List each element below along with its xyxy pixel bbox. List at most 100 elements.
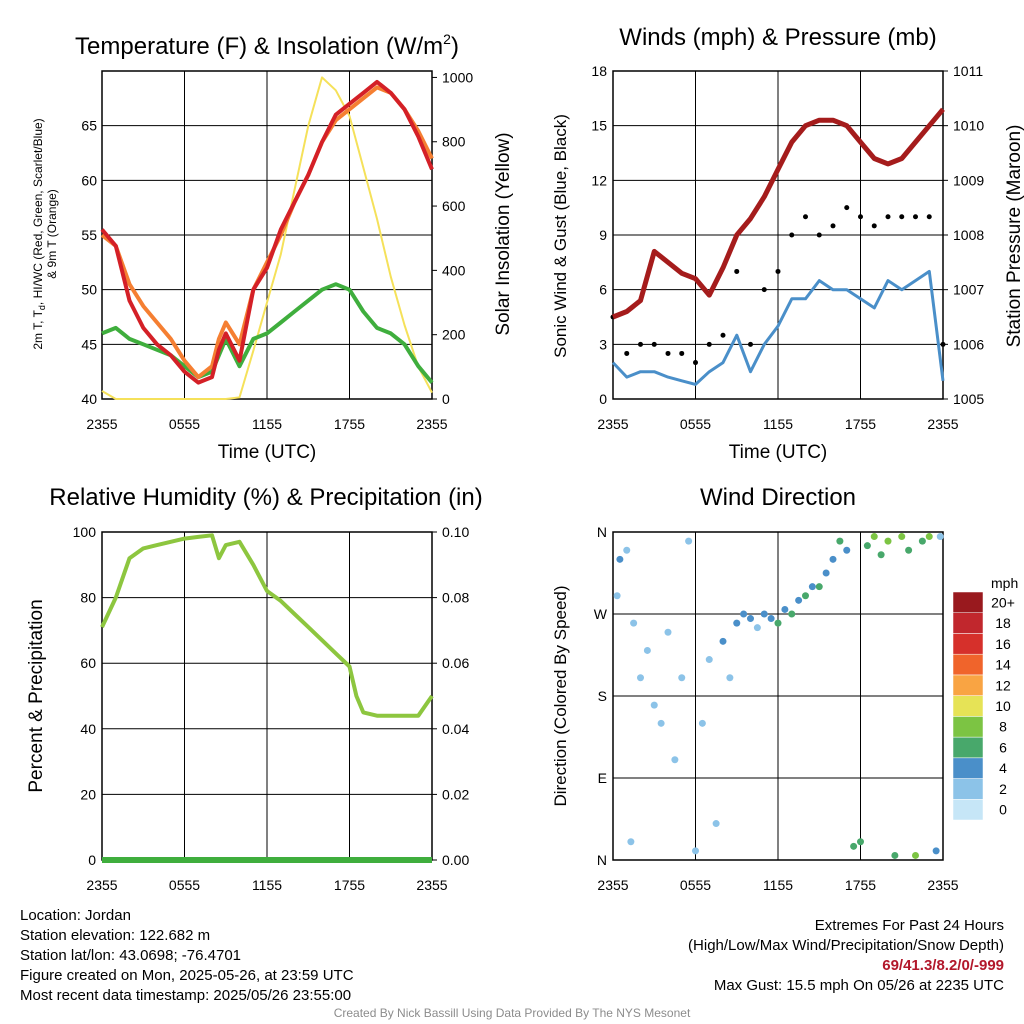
temp-ytick-label: 45 <box>81 336 97 352</box>
temp-ytick-label: 55 <box>81 227 97 243</box>
max-gust-text: Max Gust: 15.5 mph On 05/26 at 2235 UTC <box>713 977 1004 994</box>
extremes-subtitle: (High/Low/Max Wind/Precipitation/Snow De… <box>688 937 1004 954</box>
temp-ytick-right-label: 600 <box>442 198 466 214</box>
rh-ytick-right-label: 0.00 <box>442 852 469 868</box>
temp-ytick-label: 50 <box>81 282 97 298</box>
direction-point <box>753 624 761 632</box>
wind-xlabel: Time (UTC) <box>729 442 828 463</box>
colorbar-label: 10 <box>995 698 1011 714</box>
wind-ytick-right-label: 1007 <box>953 282 984 298</box>
rh-xtick-label: 2355 <box>86 877 117 893</box>
direction-point <box>698 719 706 727</box>
gust-point <box>940 341 946 347</box>
colorbar-label: 12 <box>995 677 1011 693</box>
wind-ytick-right-label: 1008 <box>953 227 984 243</box>
wind-xtick-label: 2355 <box>597 416 628 432</box>
direction-point <box>877 551 885 559</box>
rh-ytick-right-label: 0.02 <box>442 786 469 802</box>
wind-ytick-right-label: 1011 <box>953 63 983 79</box>
gust-point <box>789 232 795 238</box>
direction-point <box>788 610 796 618</box>
dir-xtick-label: 2355 <box>927 877 958 893</box>
elevation-text: Station elevation: 122.682 m <box>20 927 211 944</box>
temp-ylabel-left: 2m T, Td, HI/WC (Red, Green, Scarlet/Blu… <box>31 118 47 349</box>
direction-point <box>870 533 878 541</box>
direction-point <box>657 719 665 727</box>
colorbar-label: 4 <box>999 760 1007 776</box>
direction-point <box>912 851 919 859</box>
direction-point <box>891 851 899 859</box>
gust-point <box>693 360 698 366</box>
dir-plot-frame <box>612 531 944 861</box>
direction-point <box>664 628 672 636</box>
temp-xtick-label: 2355 <box>86 416 117 432</box>
temp-xtick-label: 0555 <box>169 416 200 432</box>
temp-ylabel-left-2: & 9m T (Orange) <box>45 189 59 279</box>
dir-xtick-label: 0555 <box>680 877 711 893</box>
direction-point <box>843 546 851 554</box>
colorbar-swatch <box>952 757 984 779</box>
colorbar-label: 20+ <box>991 594 1015 610</box>
rh-ytick-label: 20 <box>80 786 96 802</box>
direction-point <box>898 533 906 541</box>
colorbar-label: 16 <box>995 636 1011 652</box>
colorbar-label: 2 <box>999 781 1007 797</box>
colorbar-swatch <box>952 799 984 821</box>
temp-ytick-label: 60 <box>81 172 97 188</box>
dir-ytick-label: N <box>597 524 607 540</box>
colorbar-swatch <box>952 612 984 634</box>
gust-point <box>926 214 932 220</box>
direction-point <box>733 619 741 627</box>
direction-point <box>719 637 727 645</box>
direction-point <box>705 656 713 664</box>
direction-point <box>850 842 858 850</box>
direction-point <box>671 756 679 764</box>
temp-xlabel: Time (UTC) <box>218 442 317 463</box>
direction-point <box>627 838 635 846</box>
direction-point <box>740 610 748 618</box>
rh-ytick-right-label: 0.08 <box>442 590 469 606</box>
rh-panel-title: Relative Humidity (%) & Precipitation (i… <box>49 484 482 511</box>
direction-point <box>678 674 686 682</box>
direction-point <box>905 546 913 554</box>
dir-ytick-label: W <box>594 606 608 622</box>
direction-point <box>815 583 823 591</box>
temp-ytick-label: 65 <box>81 118 97 134</box>
direction-point <box>925 533 933 541</box>
rh-ylabel-left: Percent & Precipitation <box>26 599 47 792</box>
wind-ytick-label: 0 <box>599 391 607 407</box>
gust-point <box>803 214 808 220</box>
wind-ytick-label: 3 <box>599 336 607 352</box>
direction-point <box>637 674 644 682</box>
temp-ylabel-right: Solar Insolation (Yellow) <box>493 132 514 335</box>
wind-xtick-label: 0555 <box>680 416 711 432</box>
direction-point <box>863 542 871 550</box>
recent-text: Most recent data timestamp: 2025/05/26 2… <box>20 987 352 1004</box>
gust-point <box>734 268 740 274</box>
colorbar-swatch <box>952 591 984 613</box>
temp-xtick-label: 1755 <box>334 416 365 432</box>
gust-point <box>665 350 671 356</box>
wind-ytick-label: 9 <box>599 227 607 243</box>
direction-point <box>836 537 844 545</box>
gust-point <box>775 268 781 274</box>
created-text: Figure created on Mon, 2025-05-26, at 23… <box>20 967 354 984</box>
gust-point <box>761 287 767 293</box>
gust-point <box>720 332 726 338</box>
wind-ytick-right-label: 1005 <box>953 391 984 407</box>
colorbar-label: 6 <box>999 739 1007 755</box>
latlon-text: Station lat/lon: 43.0698; -76.4701 <box>20 947 242 964</box>
station-info: Location: Jordan Station elevation: 122.… <box>20 906 354 1006</box>
colorbar-swatch <box>952 736 984 759</box>
wind-xtick-label: 1755 <box>845 416 876 432</box>
direction-point <box>685 537 693 545</box>
direction-point <box>643 646 651 654</box>
wind-ytick-right-label: 1009 <box>953 172 984 188</box>
direction-point <box>936 533 944 541</box>
rh-xtick-label: 1155 <box>252 877 282 893</box>
wind-ytick-label: 6 <box>599 282 607 298</box>
direction-point <box>822 569 830 577</box>
dir-ytick-label: S <box>598 688 607 704</box>
direction-point <box>884 537 892 545</box>
